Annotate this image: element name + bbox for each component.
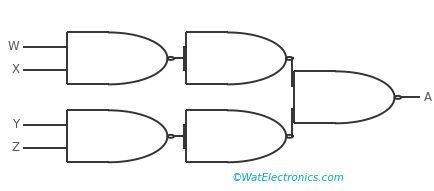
- Text: X: X: [11, 63, 20, 76]
- Text: Y: Y: [12, 118, 20, 131]
- Text: W: W: [8, 40, 20, 53]
- Text: Z: Z: [11, 141, 20, 154]
- Text: A: A: [424, 91, 432, 104]
- Text: ©WatElectronics.com: ©WatElectronics.com: [232, 173, 345, 183]
